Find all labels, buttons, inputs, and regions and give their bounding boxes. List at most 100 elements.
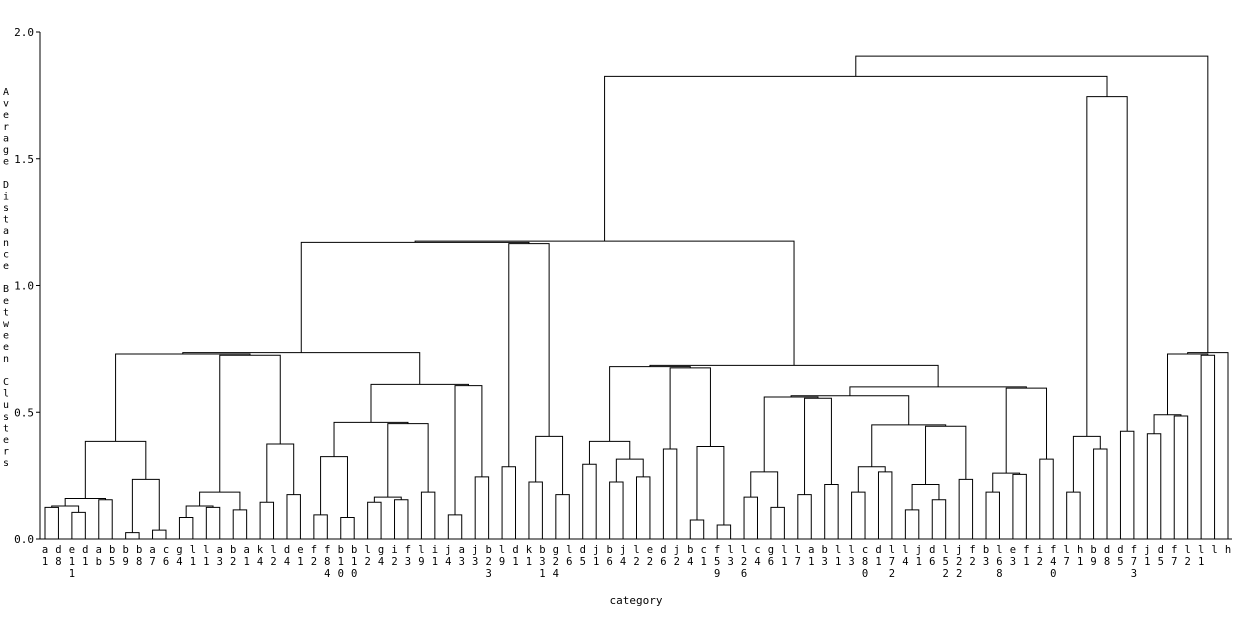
dendrogram-link — [508, 243, 550, 467]
dendrogram-link — [555, 494, 570, 539]
dendrogram-link — [447, 514, 463, 539]
leaf-label: g — [768, 544, 774, 556]
dendrogram-link — [1093, 448, 1108, 539]
leaf-label: h — [1077, 544, 1083, 556]
leaf-label: l — [943, 544, 949, 556]
y-axis-title-char: v — [3, 99, 9, 110]
leaf-label: 6 — [660, 556, 666, 568]
y-axis-title-char: u — [3, 400, 9, 411]
dendrogram-link — [1012, 473, 1027, 539]
leaf-label: 2 — [956, 556, 962, 568]
leaf-label: 5 — [943, 556, 949, 568]
leaf-label: 1 — [808, 556, 814, 568]
leaf-label: 8 — [1104, 556, 1110, 568]
y-axis-title-char: n — [3, 238, 9, 249]
y-axis-title-char: i — [3, 191, 9, 202]
leaf-label: 2 — [889, 568, 895, 580]
leaf-label: b — [983, 544, 989, 556]
dendrogram-link — [182, 352, 421, 385]
dendrogram-link — [199, 491, 241, 510]
leaf-label: 5 — [714, 556, 720, 568]
leaf-label: l — [270, 544, 276, 556]
leaf-label: l — [1211, 544, 1217, 556]
dendrogram-link — [131, 478, 160, 533]
leaf-label: 6 — [929, 556, 935, 568]
leaf-label: a — [96, 544, 102, 556]
leaf-label: 4 — [754, 556, 760, 568]
leaf-label: d — [1104, 544, 1110, 556]
leaf-label: l — [1064, 544, 1070, 556]
leaf-label: 5 — [1158, 556, 1164, 568]
dendrogram-link — [925, 425, 967, 485]
leaf-label: 2 — [943, 568, 949, 580]
leaf-label: 7 — [1064, 556, 1070, 568]
leaf-label: l — [889, 544, 895, 556]
dendrogram-link — [904, 509, 920, 539]
dendrogram-link — [286, 494, 301, 539]
y-tick-label: 1.5 — [14, 153, 34, 166]
dendrogram-link — [857, 466, 886, 493]
dendrogram-link — [770, 506, 785, 539]
dendrogram-link — [259, 501, 275, 539]
dendrogram-link — [1200, 354, 1216, 539]
y-axis-title-char: c — [3, 249, 9, 260]
leaf-label: b — [1090, 544, 1096, 556]
leaf-label: l — [835, 544, 841, 556]
y-axis-title-char: t — [3, 307, 9, 318]
leaf-label: l — [418, 544, 424, 556]
leaf-label: 3 — [983, 556, 989, 568]
leaf-label: 1 — [835, 556, 841, 568]
dendrogram-link — [851, 491, 866, 539]
dendrogram-link — [1039, 458, 1054, 539]
leaf-label: 3 — [472, 556, 478, 568]
leaf-label: d — [875, 544, 881, 556]
leaf-label: 1 — [1198, 556, 1204, 568]
dendrogram-link — [696, 445, 725, 526]
leaf-label: 3 — [485, 568, 491, 580]
dendrogram-link — [115, 353, 251, 442]
dendrogram-link — [71, 511, 86, 539]
dendrogram-link — [414, 240, 795, 366]
leaf-label: j — [674, 544, 680, 556]
leaf-label: h — [1225, 544, 1231, 556]
leaf-label: 9 — [714, 568, 720, 580]
leaf-label: 4 — [687, 556, 693, 568]
leaf-label: 3 — [459, 556, 465, 568]
dendrogram-link — [1072, 435, 1101, 493]
y-axis-title-char: a — [3, 226, 9, 237]
dendrogram-link — [958, 478, 974, 539]
leaf-label: j — [916, 544, 922, 556]
leaf-label: g — [176, 544, 182, 556]
leaf-label: l — [902, 544, 908, 556]
leaf-label: f — [1050, 544, 1056, 556]
leaf-label: a — [217, 544, 223, 556]
leaf-label: 7 — [1131, 556, 1137, 568]
leaf-label: l — [203, 544, 209, 556]
leaf-label: 3 — [822, 556, 828, 568]
y-axis-title-char: s — [3, 412, 9, 423]
leaf-label: 0 — [338, 568, 344, 580]
leaf-label: l — [741, 544, 747, 556]
leaf-label: 1 — [781, 556, 787, 568]
leaf-label: a — [149, 544, 155, 556]
leaf-label: b — [338, 544, 344, 556]
dendrogram-link — [877, 471, 893, 539]
dendrogram-link — [44, 506, 59, 539]
leaf-label: d — [580, 544, 586, 556]
leaf-label: d — [929, 544, 935, 556]
leaf-label: i — [432, 544, 438, 556]
dendrogram-link — [340, 516, 355, 539]
leaf-label: 1 — [512, 556, 518, 568]
dendrogram-link — [609, 481, 624, 539]
dendrogram-link — [615, 458, 644, 482]
leaf-label: 1 — [297, 556, 303, 568]
leaf-label: b — [539, 544, 545, 556]
dendrogram-link — [232, 509, 248, 539]
leaf-label: 1 — [82, 556, 88, 568]
dendrogram-link — [333, 421, 409, 457]
leaf-label: d — [512, 544, 518, 556]
dendrogram-link — [992, 472, 1021, 493]
leaf-label: 1 — [526, 556, 532, 568]
leaf-label: e — [1010, 544, 1016, 556]
